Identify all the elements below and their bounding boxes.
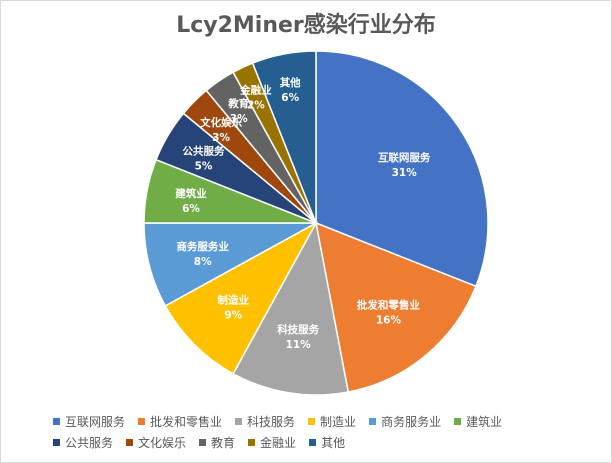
pie-slice[interactable] (164, 221, 318, 375)
pie-slice[interactable] (232, 220, 350, 396)
legend-row: 互联网服务 批发和零售业 科技服务 制造业 商务服务业 建筑业 (53, 411, 593, 432)
slice-category-label: 制造业 (218, 294, 250, 307)
legend-label: 制造业 (320, 415, 357, 429)
legend-label: 文化娱乐 (138, 436, 187, 450)
legend-swatch (248, 439, 256, 446)
legend-swatch (235, 418, 243, 425)
pie-labels: 互联网服务 31% 批发和零售业 16% 科技服务 11% 制造业 9% 商务服务业 8% 建筑业 6… (174, 76, 431, 351)
slice-category-label: 其他 (280, 76, 301, 89)
legend-swatch (369, 418, 377, 425)
legend-label: 商务服务业 (381, 415, 442, 429)
chart-title: Lcy2Miner感染行业分布 (176, 13, 436, 38)
slice-category-label: 文化娱乐 (199, 116, 242, 129)
slice-category-label: 建筑业 (174, 187, 207, 200)
slice-value-label: 3% (230, 113, 248, 125)
legend-item[interactable]: 其他 (309, 434, 345, 451)
legend-label: 金融业 (260, 436, 297, 450)
legend-label: 互联网服务 (65, 415, 126, 429)
slice-value-label: 9% (224, 310, 242, 322)
legend-item[interactable]: 制造业 (308, 413, 356, 430)
slice-value-label: 3% (212, 132, 230, 144)
slice-category-label: 科技服务 (277, 323, 319, 336)
legend-label: 公共服务 (65, 436, 114, 450)
slice-category-label: 金融业 (239, 83, 272, 96)
legend-swatch (454, 418, 462, 425)
legend-item[interactable]: 商务服务业 (369, 413, 441, 430)
legend-label: 科技服务 (247, 415, 296, 429)
legend-label: 批发和零售业 (150, 415, 223, 429)
legend-swatch (53, 418, 60, 425)
pie-slice[interactable] (315, 221, 477, 393)
legend-item[interactable]: 教育 (199, 434, 235, 451)
legend-swatch (53, 439, 60, 446)
legend-item[interactable]: 金融业 (248, 434, 296, 451)
legend-swatch (308, 418, 316, 425)
slice-value-label: 8% (194, 256, 212, 268)
slice-value-label: 2% (247, 99, 265, 111)
legend-label: 建筑业 (466, 415, 503, 429)
legend-item[interactable]: 建筑业 (454, 413, 502, 430)
legend-item[interactable]: 文化娱乐 (126, 434, 186, 451)
slice-category-label: 批发和零售业 (357, 299, 420, 312)
legend-swatch (199, 439, 207, 446)
legend-row: 公共服务 文化娱乐 教育 金融业 其他 (53, 432, 593, 453)
chart-legend: 互联网服务 批发和零售业 科技服务 制造业 商务服务业 建筑业公共服务 文化娱乐 教育 金融业 其… (53, 411, 593, 453)
slice-value-label: 6% (182, 203, 200, 215)
pie-slices (143, 50, 489, 396)
legend-swatch (126, 439, 134, 446)
slice-category-label: 商务服务业 (176, 240, 229, 253)
legend-swatch (138, 418, 146, 425)
slice-value-label: 11% (286, 339, 312, 351)
pie-slice[interactable] (315, 50, 489, 288)
legend-item[interactable]: 公共服务 (53, 434, 113, 451)
legend-swatch (309, 439, 317, 446)
pie-chart: 互联网服务 31% 批发和零售业 16% 科技服务 11% 制造业 9% 商务服务业 8% 建筑业 6… (143, 50, 489, 396)
slice-category-label: 公共服务 (183, 145, 225, 158)
legend-item[interactable]: 互联网服务 (53, 413, 125, 430)
pie-slice[interactable] (251, 50, 317, 224)
slice-value-label: 16% (376, 315, 402, 327)
slice-category-label: 教育 (227, 97, 249, 110)
legend-label: 其他 (321, 436, 346, 450)
legend-label: 教育 (211, 436, 236, 450)
legend-item[interactable]: 科技服务 (235, 413, 295, 430)
slice-value-label: 5% (195, 161, 213, 173)
slice-value-label: 31% (392, 167, 418, 179)
slice-value-label: 6% (281, 92, 299, 104)
slice-category-label: 互联网服务 (378, 151, 431, 164)
legend-item[interactable]: 批发和零售业 (138, 413, 222, 430)
